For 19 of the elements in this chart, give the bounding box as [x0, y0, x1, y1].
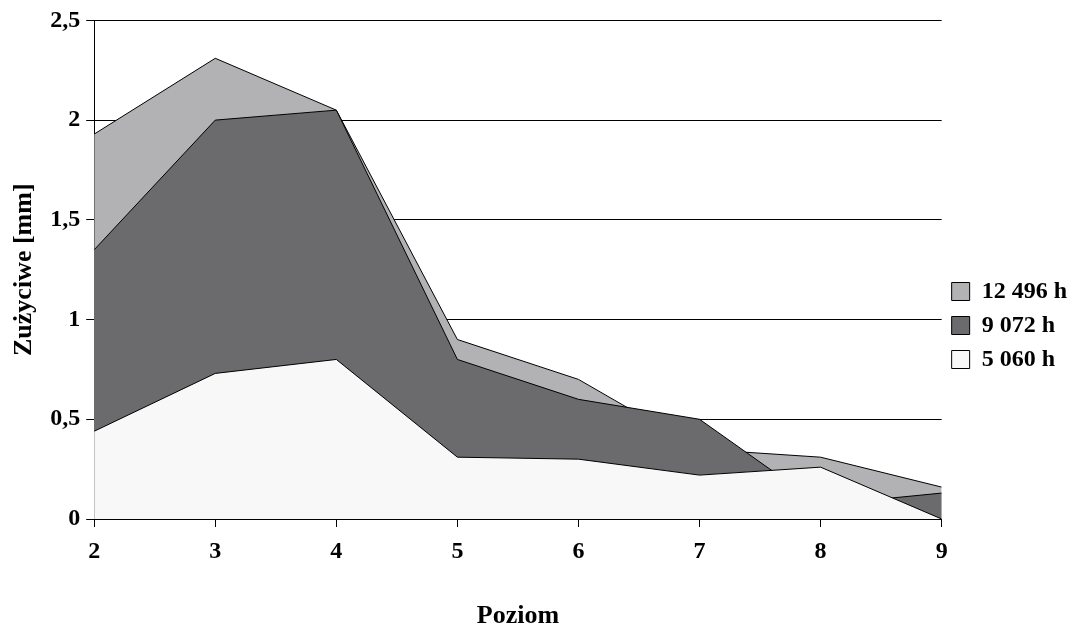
x-tick-label: 5 — [451, 536, 464, 563]
x-tick-label: 4 — [330, 536, 343, 563]
x-tick-label: 9 — [935, 536, 948, 563]
legend-label: 9 072 h — [981, 310, 1056, 337]
y-tick-label: 0,5 — [50, 404, 81, 431]
x-axis-title: Poziom — [476, 600, 560, 630]
y-tick-label: 2,5 — [50, 5, 81, 32]
legend-label: 5 060 h — [981, 344, 1056, 371]
y-tick-label: 0 — [68, 504, 81, 531]
x-tick-label: 2 — [88, 536, 101, 563]
y-axis-title: Zużyciwe [mm] — [8, 183, 38, 356]
y-tick-label: 1 — [68, 304, 81, 331]
y-tick-label: 1,5 — [50, 205, 81, 232]
legend-label: 12 496 h — [981, 276, 1068, 303]
x-tick-label: 3 — [209, 536, 222, 563]
x-tick-label: 7 — [693, 536, 706, 563]
x-tick-label: 8 — [814, 536, 827, 563]
x-tick-label: 6 — [572, 536, 585, 563]
y-tick-label: 2 — [68, 105, 81, 132]
